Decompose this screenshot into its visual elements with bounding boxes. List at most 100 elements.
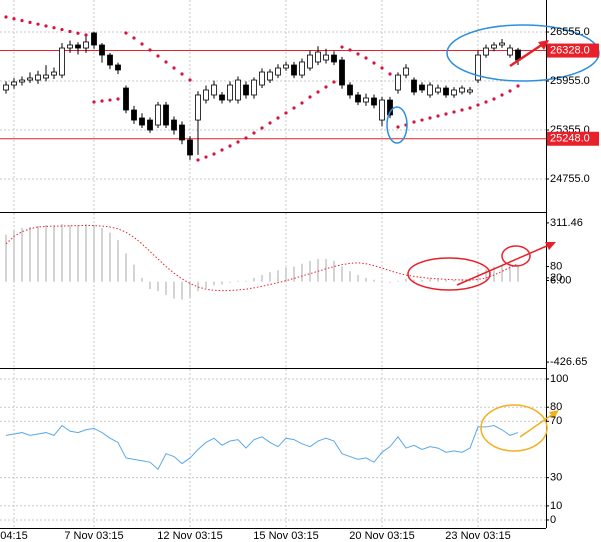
sar-dot bbox=[340, 45, 344, 49]
sar-dot bbox=[276, 116, 280, 120]
y-tick-label: 311.46 bbox=[550, 217, 583, 229]
sar-dot bbox=[4, 15, 8, 19]
candle-body bbox=[59, 47, 65, 76]
x-tick-label: 12 Nov 03:15 bbox=[157, 530, 222, 542]
candle-body bbox=[235, 79, 241, 101]
sar-dot bbox=[260, 126, 264, 130]
sar-dot bbox=[332, 80, 336, 84]
level-label-box bbox=[547, 43, 599, 58]
candle-body bbox=[3, 84, 9, 91]
sar-dot bbox=[108, 98, 112, 102]
candle-body bbox=[483, 47, 489, 56]
candle-body bbox=[115, 64, 121, 71]
candle-body bbox=[395, 74, 401, 91]
sar-dot bbox=[44, 24, 48, 28]
sar-dot bbox=[388, 72, 392, 76]
y-tick-label: 26555.0 bbox=[550, 26, 590, 38]
candle-body bbox=[11, 81, 17, 86]
sar-dot bbox=[92, 100, 96, 104]
y-tick-label: 25955.0 bbox=[550, 75, 590, 87]
candle-body bbox=[243, 84, 249, 96]
candle-body bbox=[99, 44, 105, 56]
plot-area bbox=[0, 0, 546, 528]
candle-body bbox=[443, 87, 449, 96]
sar-dot bbox=[140, 42, 144, 46]
arrow-head bbox=[545, 242, 556, 250]
sar-dot bbox=[516, 84, 520, 88]
y-tick-label: 80 bbox=[550, 401, 562, 413]
sar-dot bbox=[212, 152, 216, 156]
candle-body bbox=[211, 84, 217, 96]
sar-dot bbox=[196, 158, 200, 162]
candle-body bbox=[187, 139, 193, 156]
candle-body bbox=[451, 89, 457, 96]
candle-body bbox=[195, 94, 201, 121]
sar-dot bbox=[220, 148, 224, 152]
candle-body bbox=[75, 44, 81, 49]
candle-body bbox=[419, 84, 425, 91]
x-tick-label: 04:15 bbox=[0, 530, 28, 542]
candle-body bbox=[379, 99, 385, 121]
sar-dot bbox=[148, 48, 152, 52]
sar-dot bbox=[300, 101, 304, 105]
sar-dot bbox=[116, 97, 120, 101]
sar-dot bbox=[124, 31, 128, 35]
y-tick-label: 0 bbox=[550, 514, 556, 526]
candle-body bbox=[219, 94, 225, 101]
sar-dot bbox=[156, 54, 160, 58]
highlight-ellipse bbox=[480, 404, 548, 452]
candle-body bbox=[323, 54, 329, 61]
sar-dot bbox=[508, 89, 512, 93]
arrow-head bbox=[549, 410, 559, 419]
sar-dot bbox=[484, 100, 488, 104]
candle-body bbox=[291, 64, 297, 76]
candle-body bbox=[427, 84, 433, 96]
candle-body bbox=[307, 54, 313, 69]
sar-dot bbox=[188, 78, 192, 82]
frame bbox=[0, 0, 547, 529]
sar-dot bbox=[252, 131, 256, 135]
candle-body bbox=[267, 71, 273, 81]
sar-dot bbox=[12, 17, 16, 21]
candle-body bbox=[371, 97, 377, 106]
candle-body bbox=[275, 67, 281, 76]
sar-dot bbox=[500, 93, 504, 97]
sar-dot bbox=[28, 20, 32, 24]
level-label-box bbox=[547, 131, 599, 146]
sar-dot bbox=[492, 97, 496, 101]
y-tick-label: 10 bbox=[550, 500, 562, 512]
indicator-line bbox=[5, 424, 519, 471]
sar-dot bbox=[100, 99, 104, 103]
y-tick-label: -426.65 bbox=[550, 356, 587, 368]
sar-dot bbox=[52, 26, 56, 30]
candle-body bbox=[27, 77, 33, 81]
candle-body bbox=[51, 71, 57, 76]
sar-dot bbox=[372, 61, 376, 65]
highlight-ellipse bbox=[407, 257, 491, 291]
candle-body bbox=[67, 44, 73, 49]
sar-dot bbox=[364, 56, 368, 60]
y-tick-label: 6.00 bbox=[550, 274, 571, 286]
sar-dot bbox=[460, 108, 464, 112]
candle-body bbox=[227, 84, 233, 101]
x-tick-label: 15 Nov 03:15 bbox=[253, 530, 318, 542]
sar-dot bbox=[164, 60, 168, 64]
y-tick-label: 30 bbox=[550, 472, 562, 484]
candle-body bbox=[499, 42, 505, 46]
candle-body bbox=[507, 47, 513, 56]
candle-body bbox=[403, 67, 409, 76]
y-tick-label: 20 bbox=[550, 272, 562, 284]
candle-body bbox=[283, 64, 289, 69]
sar-dot bbox=[308, 95, 312, 99]
arrow bbox=[509, 42, 544, 68]
level-label: 26328.0 bbox=[550, 44, 590, 56]
candle-body bbox=[347, 84, 353, 96]
candle-body bbox=[355, 94, 361, 103]
x-tick-label: 23 Nov 03:15 bbox=[445, 530, 510, 542]
sar-dot bbox=[268, 121, 272, 125]
sar-dot bbox=[468, 106, 472, 110]
candle-body bbox=[107, 54, 113, 66]
sar-dot bbox=[132, 36, 136, 40]
candle-body bbox=[299, 61, 305, 76]
